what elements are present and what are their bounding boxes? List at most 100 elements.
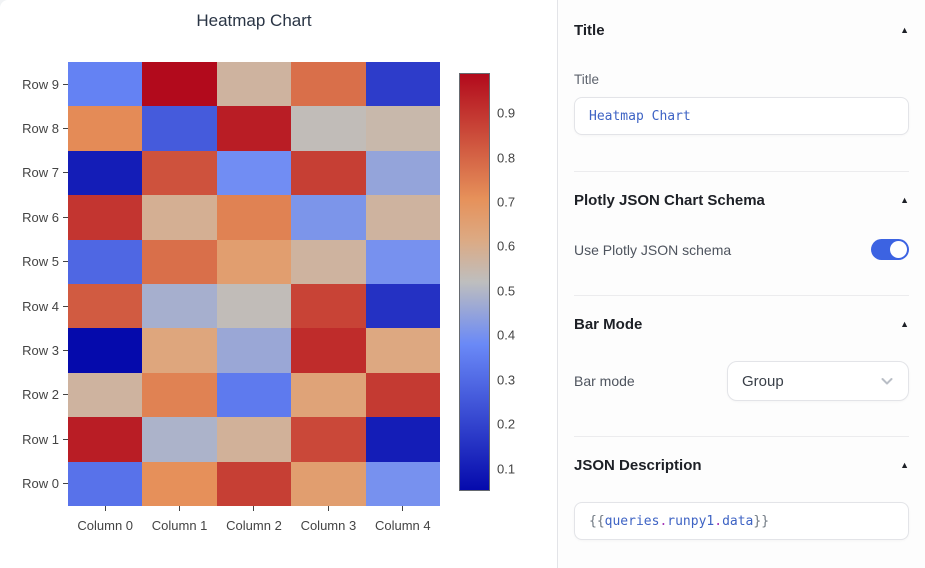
colorbar-tick-label: 0.9	[497, 105, 516, 121]
code-token-brace: }}	[753, 513, 770, 529]
y-axis-label-row: Row 0	[0, 462, 68, 506]
y-axis-label-row: Row 5	[0, 240, 68, 284]
section-json-description-header[interactable]: JSON Description ▲	[574, 437, 909, 474]
heatmap-cell	[216, 284, 292, 329]
section-title-header[interactable]: Title ▲	[574, 0, 909, 39]
heatmap-cell	[291, 239, 366, 284]
section-plotly-schema: Plotly JSON Chart Schema ▲ Use Plotly JS…	[558, 172, 925, 296]
bar-mode-label: Bar mode	[574, 373, 635, 389]
heatmap-cell	[68, 461, 143, 506]
heatmap-cell	[365, 417, 440, 462]
heatmap-cell	[142, 417, 217, 462]
heatmap-cell	[142, 62, 217, 107]
colorbar-tick-label: 0.1	[497, 461, 516, 477]
heatmap-cell	[142, 106, 217, 151]
colorbar-tick-label: 0.4	[497, 327, 516, 343]
heatmap-cell	[68, 62, 143, 107]
heatmap-cell	[142, 284, 217, 329]
heatmap-cell	[68, 284, 143, 329]
x-axis-label-col: Column 4	[366, 506, 440, 533]
colorbar-tick-label: 0.7	[497, 194, 516, 210]
bar-mode-selected-value: Group	[742, 372, 784, 390]
heatmap-cell	[142, 461, 217, 506]
y-axis-label-row: Row 4	[0, 284, 68, 328]
section-title: Title ▲ Title Heatmap Chart	[558, 0, 925, 172]
heatmap-cell	[216, 372, 292, 418]
heatmap-cell	[216, 106, 292, 151]
colorbar-tick-label: 0.6	[497, 238, 516, 254]
heatmap-cell	[216, 62, 292, 107]
heatmap-cell	[216, 150, 292, 196]
heatmap-cell	[365, 106, 440, 151]
heatmap-cell	[291, 284, 366, 329]
y-axis-label-row: Row 9	[0, 62, 68, 106]
section-divider	[574, 436, 909, 437]
section-json-description: JSON Description ▲ {{queries.runpy1.data…	[558, 437, 925, 540]
heatmap-cell	[291, 195, 366, 240]
x-axis-label-col: Column 3	[291, 506, 365, 533]
heatmap-cell	[68, 417, 143, 462]
code-token-ident: queries	[604, 513, 660, 529]
colorbar-tick-label: 0.2	[497, 416, 516, 432]
collapse-triangle-icon[interactable]: ▲	[900, 319, 909, 329]
heatmap-cell	[68, 195, 143, 240]
title-input[interactable]: Heatmap Chart	[574, 97, 909, 135]
collapse-triangle-icon[interactable]: ▲	[900, 195, 909, 205]
heatmap-cell	[291, 328, 366, 373]
heatmap-cell	[68, 239, 143, 284]
heatmap-cell	[216, 195, 292, 240]
section-plotly-schema-heading: Plotly JSON Chart Schema	[574, 192, 765, 209]
section-divider	[574, 171, 909, 172]
heatmap-cell	[68, 328, 143, 373]
heatmap-cell	[365, 284, 440, 329]
colorbar-tick-labels: 0.1 0.2 0.3 0.4 0.5 0.6 0.7 0.8 0.9	[497, 73, 537, 491]
title-input-value: Heatmap Chart	[589, 108, 691, 124]
use-plotly-schema-toggle[interactable]	[871, 239, 909, 260]
heatmap-cell	[142, 239, 217, 284]
code-token-dot: .	[714, 513, 723, 529]
section-divider	[574, 295, 909, 296]
heatmap-cell	[142, 372, 217, 418]
heatmap-cell	[365, 372, 440, 418]
y-axis-labels: Row 9 Row 8 Row 7 Row 6 Row 5 Row 4 Row 3 Row 2…	[0, 62, 68, 506]
title-field-label: Title	[574, 72, 600, 87]
json-description-value: {{queries.runpy1.data}}	[589, 514, 769, 529]
code-token-dot: .	[659, 513, 668, 529]
bar-mode-select[interactable]: Group	[727, 361, 909, 401]
collapse-triangle-icon[interactable]: ▲	[900, 25, 909, 35]
heatmap-cell	[68, 106, 143, 151]
heatmap-cell	[68, 372, 143, 418]
colorbar	[459, 73, 490, 491]
heatmap-cell	[216, 461, 292, 506]
heatmap-cell	[142, 195, 217, 240]
heatmap-cell	[291, 417, 366, 462]
toggle-knob-icon	[890, 241, 907, 258]
colorbar-tick-label: 0.3	[497, 372, 516, 388]
heatmap-cell	[216, 328, 292, 373]
heatmap-cell	[291, 150, 366, 196]
code-token-ident: data	[722, 513, 754, 529]
heatmap-cell	[365, 150, 440, 196]
collapse-triangle-icon[interactable]: ▲	[900, 460, 909, 470]
heatmap-cell	[365, 195, 440, 240]
chevron-down-icon	[881, 378, 893, 385]
inspector-panel: Title ▲ Title Heatmap Chart Plotly JSON …	[557, 0, 925, 568]
heatmap-plot-area[interactable]	[68, 62, 440, 506]
heatmap-cell	[291, 106, 366, 151]
section-plotly-schema-header[interactable]: Plotly JSON Chart Schema ▲	[574, 172, 909, 209]
y-axis-label-row: Row 7	[0, 151, 68, 195]
heatmap-cell	[291, 372, 366, 418]
heatmap-cell	[365, 62, 440, 107]
section-bar-mode-header[interactable]: Bar Mode ▲	[574, 296, 909, 333]
heatmap-cell	[142, 328, 217, 373]
y-axis-label-row: Row 8	[0, 106, 68, 150]
bar-mode-row: Bar mode Group	[574, 361, 909, 401]
heatmap-cell	[216, 417, 292, 462]
schema-toggle-row: Use Plotly JSON schema	[574, 239, 909, 260]
colorbar-tick-label: 0.5	[497, 283, 516, 299]
schema-toggle-label: Use Plotly JSON schema	[574, 241, 732, 258]
x-axis-label-col: Column 0	[68, 506, 142, 533]
json-description-input[interactable]: {{queries.runpy1.data}}	[574, 502, 909, 540]
